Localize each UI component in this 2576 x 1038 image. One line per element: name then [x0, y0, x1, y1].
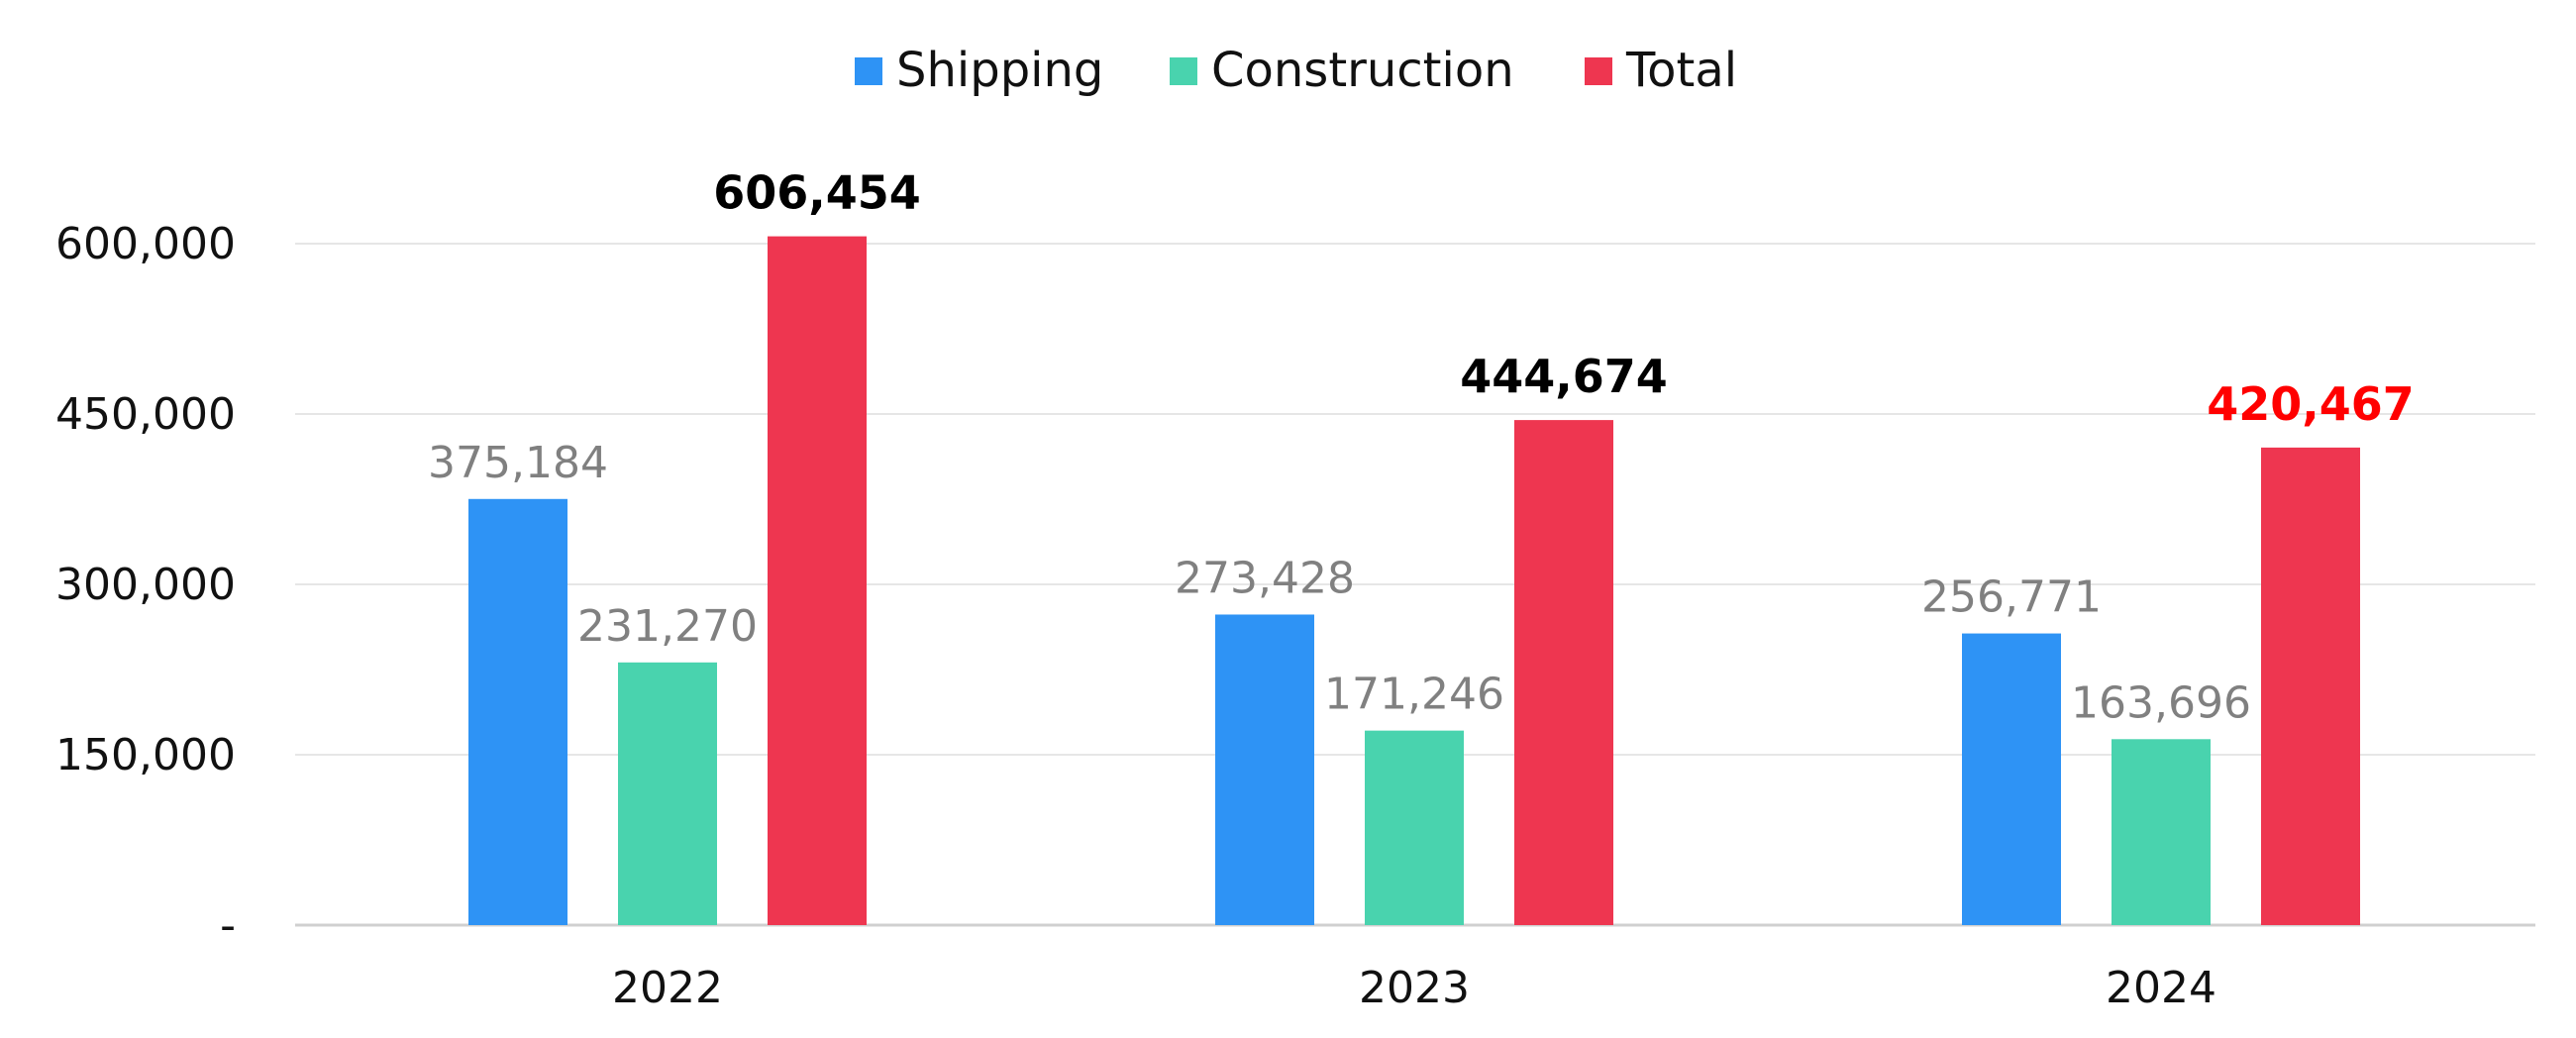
bar-construction-2022	[618, 662, 717, 925]
data-label-shipping-2023: 273,428	[1175, 553, 1355, 603]
legend-label-construction: Construction	[1211, 43, 1514, 98]
bar-total-2024	[2261, 447, 2360, 925]
data-label-total-2022: 606,454	[713, 166, 921, 220]
data-label-construction-2022: 231,270	[577, 601, 758, 652]
y-tick-label: 300,000	[55, 560, 236, 610]
bar-total-2022	[768, 236, 867, 925]
y-tick-label: 150,000	[55, 730, 236, 780]
bar-shipping-2024	[1962, 633, 2061, 925]
bar-construction-2023	[1365, 730, 1464, 925]
data-label-shipping-2024: 256,771	[1921, 572, 2102, 623]
legend-item-construction[interactable]: Construction	[1170, 43, 1514, 98]
data-label-construction-2023: 171,246	[1324, 670, 1504, 720]
legend-label-total: Total	[1625, 43, 1737, 98]
bar-shipping-2022	[468, 498, 567, 925]
data-label-construction-2024: 163,696	[2071, 677, 2251, 728]
data-labels: 375,184 273,428 256,771 231,270 171,246 163,6…	[428, 166, 2415, 729]
legend-label-shipping: Shipping	[896, 43, 1103, 98]
x-tick-label: 2022	[612, 963, 723, 1013]
y-tick-label: 600,000	[55, 219, 236, 269]
x-axis-ticks: 2022 2023 2024	[612, 963, 2216, 1013]
bar-construction-2024	[2112, 739, 2211, 925]
legend-swatch-total	[1585, 57, 1612, 85]
legend-swatch-construction	[1170, 57, 1197, 85]
legend: Shipping Construction Total	[855, 43, 1737, 98]
x-tick-label: 2023	[1359, 963, 1470, 1013]
bar-shipping-2023	[1215, 614, 1314, 925]
data-label-shipping-2022: 375,184	[428, 438, 608, 488]
data-label-total-2024: 420,467	[2207, 377, 2415, 431]
legend-item-shipping[interactable]: Shipping	[855, 43, 1103, 98]
legend-item-total[interactable]: Total	[1585, 43, 1737, 98]
y-tick-label: -	[220, 900, 236, 951]
y-axis-ticks: - 150,000 300,000 450,000 600,000	[55, 219, 236, 951]
x-tick-label: 2024	[2106, 963, 2216, 1013]
bar-total-2023	[1514, 420, 1613, 925]
bars	[468, 236, 2360, 925]
data-label-total-2023: 444,674	[1460, 350, 1668, 403]
y-tick-label: 450,000	[55, 389, 236, 440]
legend-swatch-shipping	[855, 57, 882, 85]
